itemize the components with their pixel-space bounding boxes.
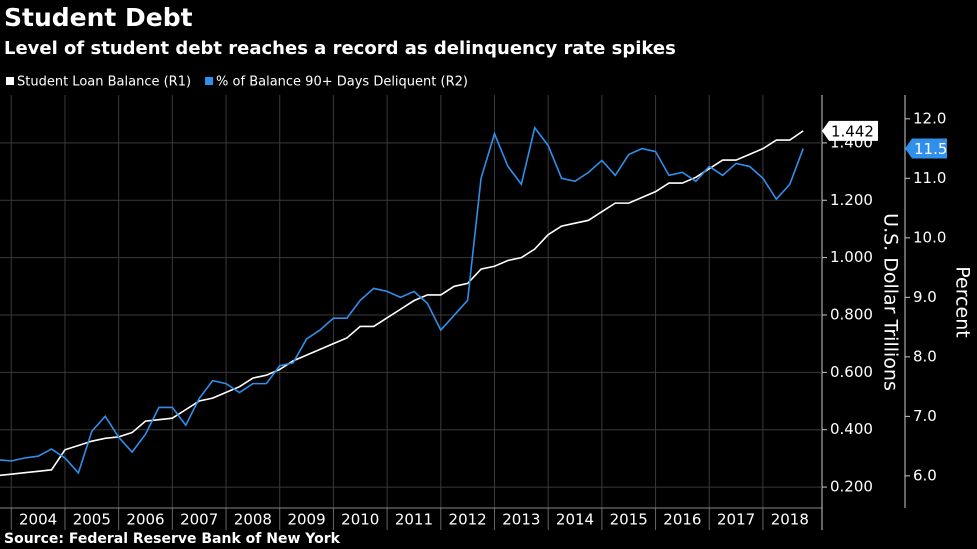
y2-tick-label: 7.0 xyxy=(913,407,937,425)
y2-tick-label: 6.0 xyxy=(913,466,937,484)
x-tick-label: 2006 xyxy=(126,511,164,529)
y2-tick-label: 10.0 xyxy=(913,228,946,246)
y-tick-label: 1.000 xyxy=(830,248,873,266)
x-tick-label: 2004 xyxy=(19,511,57,529)
legend-label: Student Loan Balance (R1) xyxy=(17,75,191,90)
x-tick-label: 2016 xyxy=(663,511,701,529)
value-flag xyxy=(822,120,878,141)
chart-subtitle: Level of student debt reaches a record a… xyxy=(4,38,676,59)
x-tick-label: 2010 xyxy=(341,511,379,529)
y-tick-label: 0.400 xyxy=(830,420,873,438)
y2-tick-label: 11.0 xyxy=(913,169,946,187)
series-line xyxy=(0,125,804,475)
x-tick-label: 2013 xyxy=(502,511,540,529)
y2-tick-label: 9.0 xyxy=(913,288,937,306)
y-tick-label: 0.600 xyxy=(830,363,873,381)
x-tick-label: 2008 xyxy=(234,511,272,529)
value-flag xyxy=(905,138,947,159)
source: Source: Federal Reserve Bank of New York xyxy=(4,531,341,547)
y-axis-label: U.S. Dollar Trillions xyxy=(880,213,902,391)
x-tick-label: 2015 xyxy=(610,511,648,529)
chart-title: Student Debt xyxy=(4,3,193,32)
legend-label: % of Balance 90+ Days Deliquent (R2) xyxy=(216,75,468,90)
x-tick-label: 2014 xyxy=(556,511,594,529)
x-tick-label: 2018 xyxy=(771,511,809,529)
x-tick-label: 2012 xyxy=(449,511,487,529)
value-label: 11.5 xyxy=(914,140,947,158)
x-tick-label: 2009 xyxy=(287,511,325,529)
y-tick-label: 1.200 xyxy=(830,191,873,209)
x-tick-label: 2007 xyxy=(180,511,218,529)
y2-tick-label: 12.0 xyxy=(913,109,946,127)
legend-swatch xyxy=(205,77,214,85)
y2-axis-label: Percent xyxy=(952,266,974,338)
value-label: 1.442 xyxy=(831,122,874,140)
y2-tick-label: 8.0 xyxy=(913,347,937,365)
series-line xyxy=(0,130,804,477)
x-tick-label: 2017 xyxy=(717,511,755,529)
x-tick-label: 2011 xyxy=(395,511,433,529)
y-tick-label: 0.200 xyxy=(830,478,873,496)
x-tick-label: 2005 xyxy=(73,511,111,529)
legend-swatch xyxy=(6,77,14,85)
y-tick-label: 0.800 xyxy=(830,305,873,323)
